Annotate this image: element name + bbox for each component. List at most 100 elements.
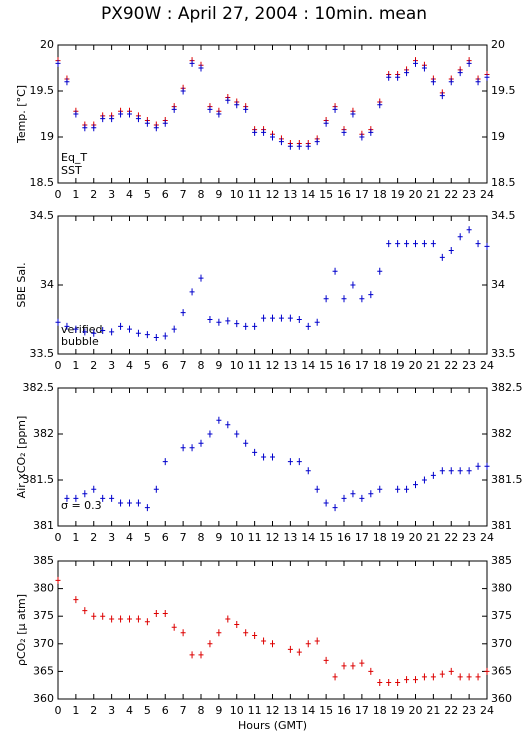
x-tick-label: 11 — [248, 359, 262, 372]
x-tick-label: 14 — [301, 531, 315, 544]
data-point — [413, 240, 418, 248]
data-point — [180, 87, 186, 95]
x-tick-label: 4 — [126, 531, 133, 544]
data-point — [153, 333, 159, 341]
x-tick-label: 12 — [266, 531, 280, 544]
data-point — [395, 73, 401, 81]
data-point — [287, 645, 293, 653]
x-tick-label: 3 — [108, 704, 115, 717]
x-tick-label: 7 — [180, 188, 187, 201]
x-tick-label: 8 — [198, 704, 205, 717]
x-tick-label: 2 — [90, 359, 97, 372]
data-point — [332, 267, 338, 275]
data-point — [350, 281, 356, 289]
y-tick-label: 34 — [40, 278, 54, 291]
data-point — [243, 629, 249, 637]
x-tick-label: 10 — [230, 531, 244, 544]
x-tick-label: 3 — [108, 359, 115, 372]
data-point — [127, 110, 132, 118]
data-point — [144, 331, 150, 339]
data-point — [332, 105, 338, 113]
x-tick-label: 19 — [391, 531, 405, 544]
data-point — [314, 318, 320, 326]
x-tick-label: 21 — [426, 359, 440, 372]
data-point — [350, 662, 356, 670]
x-tick-label: 7 — [180, 531, 187, 544]
data-point — [198, 439, 204, 447]
x-tick-label: 14 — [301, 359, 315, 372]
data-point — [261, 314, 267, 322]
data-point — [91, 485, 97, 493]
y-tick-label: 382 — [491, 427, 512, 440]
x-tick-label: 22 — [444, 359, 458, 372]
data-point — [82, 607, 88, 615]
data-point — [109, 115, 115, 123]
data-point — [350, 490, 356, 498]
data-point — [216, 110, 222, 118]
x-tick-label: 11 — [248, 704, 262, 717]
y-tick-label: 360 — [491, 692, 512, 705]
data-point — [377, 267, 383, 275]
data-point — [439, 467, 445, 475]
x-tick-label: 16 — [337, 531, 351, 544]
data-point — [252, 128, 258, 136]
x-tick-label: 5 — [144, 188, 151, 201]
y-tick-label: 18.5 — [30, 176, 55, 189]
data-point — [359, 659, 365, 667]
x-tick-label: 7 — [180, 704, 187, 717]
x-tick-label: 1 — [72, 531, 79, 544]
data-point — [153, 485, 159, 493]
data-point — [341, 662, 347, 670]
data-point — [439, 92, 445, 100]
annotation: verified — [61, 323, 103, 336]
x-tick-label: 20 — [409, 359, 423, 372]
x-tick-label: 8 — [198, 531, 205, 544]
data-point — [305, 467, 311, 475]
y-tick-label: 375 — [33, 609, 54, 622]
annotation: bubble — [61, 335, 99, 348]
data-point — [404, 240, 410, 248]
data-point — [55, 576, 61, 584]
data-point — [386, 678, 392, 686]
data-point — [475, 240, 481, 248]
y-tick-label: 360 — [33, 692, 54, 705]
data-point — [153, 609, 159, 617]
data-point — [368, 291, 374, 299]
y-tick-label: 33.5 — [491, 347, 516, 360]
x-tick-label: 0 — [55, 359, 62, 372]
y-tick-label: 34.5 — [491, 209, 516, 222]
x-tick-label: 15 — [319, 704, 333, 717]
data-point — [466, 467, 472, 475]
plot-frame — [57, 560, 488, 700]
x-tick-label: 21 — [426, 531, 440, 544]
data-point — [278, 314, 284, 322]
data-point — [135, 615, 141, 623]
x-tick-label: 13 — [283, 359, 297, 372]
x-tick-label: 9 — [215, 704, 222, 717]
data-point — [189, 444, 195, 452]
x-tick-label: 19 — [391, 359, 405, 372]
data-point — [421, 673, 427, 681]
y-tick-label: 19 — [40, 130, 54, 143]
data-point — [430, 78, 436, 86]
annotation: σ = 0.3 — [61, 499, 102, 512]
x-tick-label: 17 — [355, 531, 369, 544]
x-tick-label: 11 — [248, 531, 262, 544]
data-point — [55, 318, 61, 326]
y-axis-label: ρCO₂ [μ atm] — [15, 594, 28, 666]
data-point — [91, 612, 97, 620]
data-point — [377, 678, 383, 686]
x-tick-label: 22 — [444, 531, 458, 544]
data-point — [484, 667, 490, 675]
x-tick-label: 4 — [126, 359, 133, 372]
x-tick-label: 10 — [230, 704, 244, 717]
data-point — [270, 640, 275, 648]
x-axis-label: Hours (GMT) — [238, 719, 307, 732]
data-point — [413, 59, 418, 67]
data-point — [144, 618, 150, 626]
x-tick-label: 23 — [462, 531, 476, 544]
data-point — [207, 430, 213, 438]
data-point — [448, 78, 454, 86]
x-tick-label: 18 — [373, 704, 387, 717]
data-point — [162, 458, 168, 466]
